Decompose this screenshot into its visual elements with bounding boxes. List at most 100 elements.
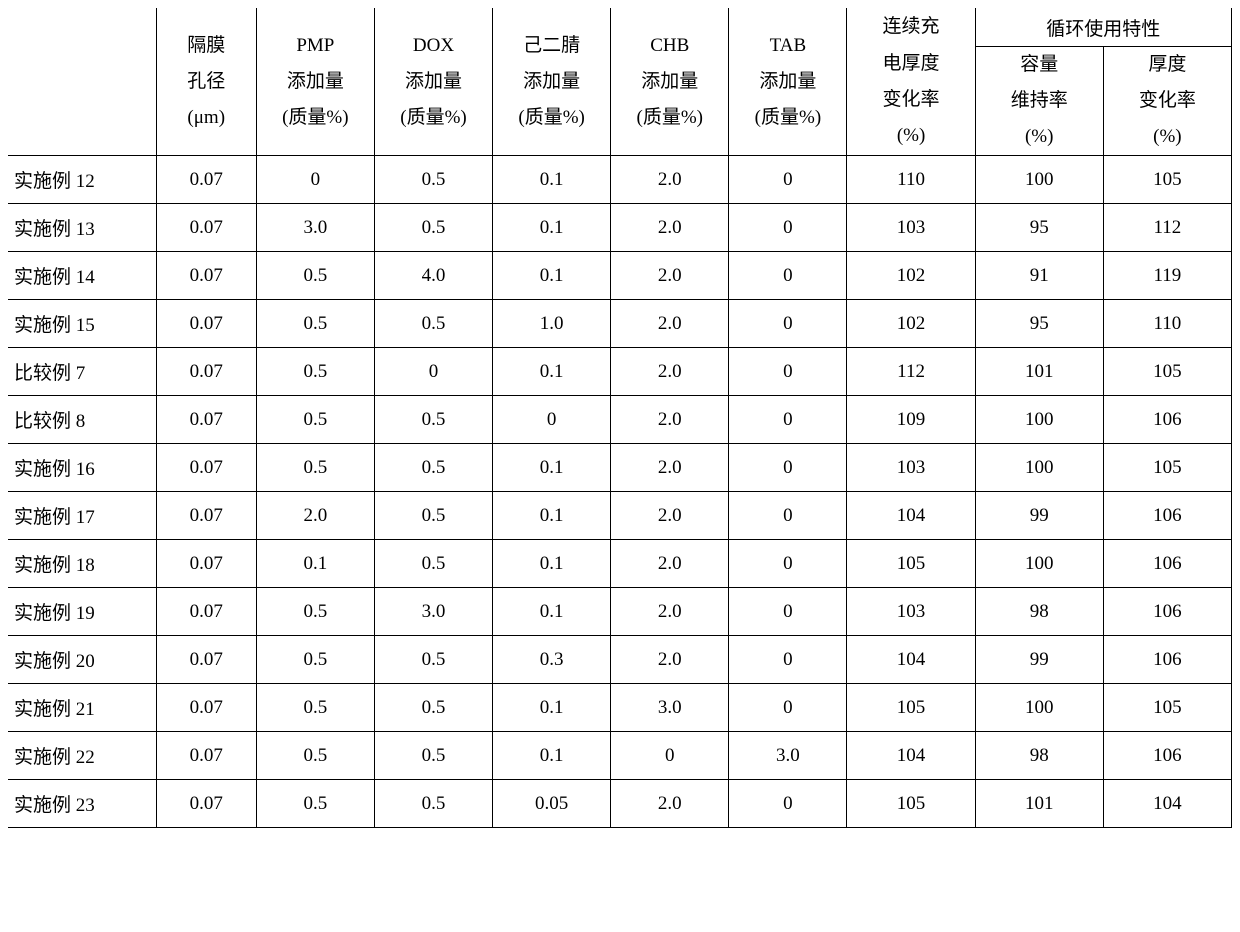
cell-c5: 2.0 bbox=[611, 156, 729, 204]
cell-c9: 119 bbox=[1103, 252, 1231, 300]
cell-c7: 103 bbox=[847, 588, 975, 636]
cell-c7: 102 bbox=[847, 252, 975, 300]
cell-c4: 0.1 bbox=[493, 540, 611, 588]
header-group-cycle: 循环使用特性 bbox=[975, 8, 1231, 47]
table-row: 实施例 200.070.50.50.32.0010499106 bbox=[8, 636, 1232, 684]
cell-c8: 99 bbox=[975, 492, 1103, 540]
row-label-cell: 实施例 18 bbox=[8, 540, 156, 588]
cell-c4: 0.1 bbox=[493, 204, 611, 252]
cell-c1: 0.07 bbox=[156, 636, 256, 684]
cell-c8: 100 bbox=[975, 396, 1103, 444]
header-col1-l2: 孔径 bbox=[157, 64, 256, 100]
cell-c5: 2.0 bbox=[611, 348, 729, 396]
cell-c5: 2.0 bbox=[611, 540, 729, 588]
cell-c7: 105 bbox=[847, 780, 975, 828]
header-col5-l3: (质量%) bbox=[611, 100, 728, 136]
cell-c4: 0.1 bbox=[493, 252, 611, 300]
header-col2-l3: (质量%) bbox=[257, 100, 374, 136]
cell-c1: 0.07 bbox=[156, 684, 256, 732]
cell-c8: 95 bbox=[975, 204, 1103, 252]
header-col1: 隔膜 孔径 (μm) bbox=[156, 8, 256, 156]
cell-c2: 0.5 bbox=[256, 444, 374, 492]
cell-c1: 0.07 bbox=[156, 348, 256, 396]
cell-c3: 0.5 bbox=[374, 540, 492, 588]
header-col1-l3: (μm) bbox=[157, 100, 256, 136]
cell-c9: 105 bbox=[1103, 156, 1231, 204]
header-col9-l1: 厚度 bbox=[1104, 47, 1231, 83]
cell-c4: 0.1 bbox=[493, 684, 611, 732]
cell-c3: 0.5 bbox=[374, 444, 492, 492]
header-col5-l1: CHB bbox=[611, 28, 728, 64]
cell-c6: 0 bbox=[729, 588, 847, 636]
cell-c5: 3.0 bbox=[611, 684, 729, 732]
header-col4-l3: (质量%) bbox=[493, 100, 610, 136]
cell-c8: 98 bbox=[975, 588, 1103, 636]
cell-c4: 0 bbox=[493, 396, 611, 444]
cell-c4: 0.1 bbox=[493, 732, 611, 780]
row-label-cell: 实施例 23 bbox=[8, 780, 156, 828]
cell-c4: 0.1 bbox=[493, 492, 611, 540]
cell-c7: 103 bbox=[847, 204, 975, 252]
cell-c1: 0.07 bbox=[156, 588, 256, 636]
cell-c8: 98 bbox=[975, 732, 1103, 780]
header-col8-l1: 容量 bbox=[976, 47, 1103, 83]
cell-c1: 0.07 bbox=[156, 156, 256, 204]
cell-c7: 102 bbox=[847, 300, 975, 348]
cell-c3: 0.5 bbox=[374, 396, 492, 444]
table-row: 实施例 190.070.53.00.12.0010398106 bbox=[8, 588, 1232, 636]
cell-c3: 0.5 bbox=[374, 300, 492, 348]
cell-c1: 0.07 bbox=[156, 396, 256, 444]
table-row: 实施例 210.070.50.50.13.00105100105 bbox=[8, 684, 1232, 732]
header-blank bbox=[8, 8, 156, 156]
cell-c7: 104 bbox=[847, 492, 975, 540]
cell-c9: 105 bbox=[1103, 684, 1231, 732]
cell-c2: 0.5 bbox=[256, 300, 374, 348]
row-label-cell: 实施例 12 bbox=[8, 156, 156, 204]
cell-c8: 99 bbox=[975, 636, 1103, 684]
table-row: 实施例 220.070.50.50.103.010498106 bbox=[8, 732, 1232, 780]
cell-c5: 2.0 bbox=[611, 300, 729, 348]
header-col3-l3: (质量%) bbox=[375, 100, 492, 136]
cell-c3: 0.5 bbox=[374, 492, 492, 540]
cell-c7: 104 bbox=[847, 732, 975, 780]
cell-c4: 0.3 bbox=[493, 636, 611, 684]
cell-c1: 0.07 bbox=[156, 780, 256, 828]
cell-c2: 0.5 bbox=[256, 780, 374, 828]
cell-c2: 0 bbox=[256, 156, 374, 204]
cell-c7: 104 bbox=[847, 636, 975, 684]
cell-c1: 0.07 bbox=[156, 300, 256, 348]
cell-c3: 0.5 bbox=[374, 684, 492, 732]
header-col7-l3: 变化率 bbox=[847, 82, 974, 118]
header-col4-l2: 添加量 bbox=[493, 64, 610, 100]
cell-c7: 105 bbox=[847, 684, 975, 732]
header-col3-l1: DOX bbox=[375, 28, 492, 64]
cell-c5: 2.0 bbox=[611, 204, 729, 252]
cell-c8: 100 bbox=[975, 444, 1103, 492]
cell-c1: 0.07 bbox=[156, 492, 256, 540]
cell-c6: 0 bbox=[729, 540, 847, 588]
cell-c3: 0.5 bbox=[374, 732, 492, 780]
cell-c9: 106 bbox=[1103, 732, 1231, 780]
cell-c5: 2.0 bbox=[611, 252, 729, 300]
header-col4: 己二腈 添加量 (质量%) bbox=[493, 8, 611, 156]
cell-c6: 0 bbox=[729, 396, 847, 444]
header-col8-l3: (%) bbox=[976, 119, 1103, 155]
cell-c3: 0.5 bbox=[374, 156, 492, 204]
cell-c7: 110 bbox=[847, 156, 975, 204]
cell-c4: 0.1 bbox=[493, 444, 611, 492]
table-row: 实施例 130.073.00.50.12.0010395112 bbox=[8, 204, 1232, 252]
header-col9: 厚度 变化率 (%) bbox=[1103, 47, 1231, 156]
table-row: 实施例 170.072.00.50.12.0010499106 bbox=[8, 492, 1232, 540]
cell-c4: 0.1 bbox=[493, 156, 611, 204]
table-row: 实施例 180.070.10.50.12.00105100106 bbox=[8, 540, 1232, 588]
row-label-cell: 实施例 15 bbox=[8, 300, 156, 348]
header-col5-l2: 添加量 bbox=[611, 64, 728, 100]
cell-c1: 0.07 bbox=[156, 444, 256, 492]
cell-c2: 3.0 bbox=[256, 204, 374, 252]
header-col7-l1: 连续充 bbox=[847, 9, 974, 45]
cell-c2: 2.0 bbox=[256, 492, 374, 540]
header-col6: TAB 添加量 (质量%) bbox=[729, 8, 847, 156]
cell-c2: 0.5 bbox=[256, 588, 374, 636]
cell-c6: 0 bbox=[729, 300, 847, 348]
table-row: 实施例 140.070.54.00.12.0010291119 bbox=[8, 252, 1232, 300]
